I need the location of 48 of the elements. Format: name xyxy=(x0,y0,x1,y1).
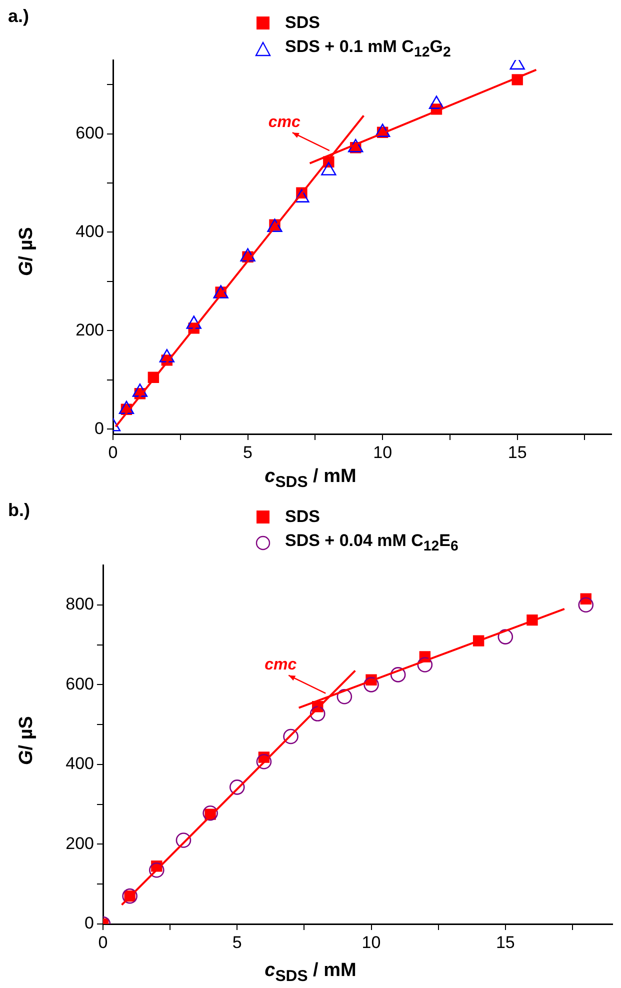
point xyxy=(390,667,406,682)
point xyxy=(364,677,379,692)
point xyxy=(321,162,336,176)
legend-label: SDS xyxy=(285,507,320,527)
legend-label: SDS + 0.1 mM C$_{12}$G$_{2}$ xyxy=(285,37,451,61)
point xyxy=(336,688,352,704)
annotation: cmc xyxy=(264,656,297,674)
y-tick-label: 400 xyxy=(66,754,94,774)
x-tick-label: 10 xyxy=(373,442,392,462)
x-tick-label: 15 xyxy=(508,442,527,462)
point xyxy=(176,832,192,848)
point xyxy=(498,629,514,644)
y-tick-label: 0 xyxy=(94,418,104,438)
point xyxy=(132,384,148,397)
x-tick-label: 10 xyxy=(362,932,381,952)
point xyxy=(283,728,298,744)
y-tick-label: 400 xyxy=(76,222,104,241)
point xyxy=(118,400,134,414)
point xyxy=(159,349,174,362)
point xyxy=(202,805,218,821)
y-tick-label: 0 xyxy=(84,914,94,933)
y-tick-label: 600 xyxy=(66,674,94,694)
y-tick-label: 200 xyxy=(76,320,104,340)
y-tick-label: 600 xyxy=(76,124,104,143)
point xyxy=(256,754,272,770)
point xyxy=(294,189,310,202)
x-tick-label: 5 xyxy=(243,442,253,462)
y-axis-title: G/ µS xyxy=(16,226,38,276)
annotation: cmc xyxy=(268,114,301,131)
x-tick-label: 5 xyxy=(232,932,242,952)
chart-title: b.) xyxy=(8,500,30,521)
point xyxy=(578,597,594,613)
point xyxy=(310,706,326,722)
point xyxy=(229,780,245,795)
y-axis-title: G/ µS xyxy=(16,715,38,765)
x-axis-title: c$_{SDS}$ / mM xyxy=(264,466,358,492)
x-axis-title: c$_{SDS}$ / mM xyxy=(264,960,358,986)
y-tick-label: 800 xyxy=(66,594,94,614)
x-tick-label: 15 xyxy=(496,932,515,952)
y-tick-label: 200 xyxy=(66,834,94,853)
legend-label: SDS + 0.04 mM C$_{12}$E$_{6}$ xyxy=(285,531,458,555)
point xyxy=(186,316,202,329)
legend-label: SDS xyxy=(285,13,320,33)
point xyxy=(149,862,164,878)
chart-title: a.) xyxy=(8,6,30,27)
point xyxy=(240,248,256,262)
point xyxy=(417,657,433,672)
x-tick-label: 0 xyxy=(108,442,118,462)
